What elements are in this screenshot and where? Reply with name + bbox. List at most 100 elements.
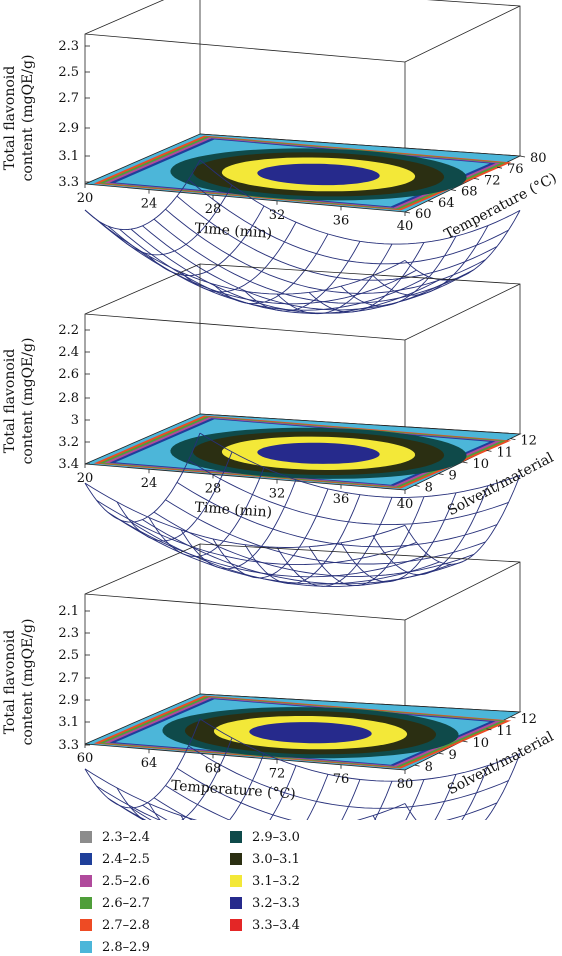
legend-label: 3.2–3.3: [252, 895, 300, 911]
surface-mesh-line: [340, 235, 457, 307]
z-axis-label: content (mgQE/g): [20, 619, 36, 746]
z-tick-label: 2.7: [58, 91, 79, 106]
z-tick-label: 2.4: [58, 345, 79, 360]
y-tick-label: 12: [520, 434, 537, 449]
z-tick-label: 3.1: [58, 715, 79, 730]
surface-mesh-line: [434, 774, 457, 820]
y-tick-mark: [438, 473, 444, 476]
surface-mesh-line: [165, 208, 486, 294]
y-tick-mark: [519, 155, 526, 158]
y-tick-label: 80: [530, 151, 547, 166]
surface-mesh-line: [276, 497, 393, 587]
legend-swatch: [230, 919, 242, 931]
surface-mesh-line: [107, 512, 429, 578]
z-tick-label: 3.1: [58, 149, 79, 164]
y-tick-label: 8: [425, 480, 433, 495]
box-top-edges: [84, 561, 521, 621]
surface-mesh-line: [84, 768, 406, 820]
surface-mesh-line: [188, 745, 509, 809]
z-tick-label: 2.2: [58, 323, 79, 338]
box-left-wall: [84, 543, 201, 744]
surface-mesh-line: [180, 765, 297, 820]
y-tick-mark: [486, 728, 492, 731]
surface-mesh-line: [153, 511, 475, 577]
y-tick-mark: [486, 449, 492, 452]
legend-item: 2.3–2.4: [80, 828, 150, 846]
legend-item: 2.7–2.8: [80, 916, 150, 934]
z-tick-label: 2.5: [58, 65, 79, 80]
x-tick-label: 60: [77, 751, 94, 766]
y-tick-label: 60: [415, 207, 432, 222]
contour-ring: [249, 722, 372, 744]
legend-label: 2.8–2.9: [102, 939, 150, 955]
z-tick-label: 2.3: [58, 626, 79, 641]
x-tick-label: 36: [333, 492, 350, 507]
x-tick-label: 36: [333, 213, 350, 228]
x-tick-label: 72: [269, 767, 286, 782]
legend-item: 3.2–3.3: [230, 894, 300, 912]
z-tick-label: 2.9: [58, 693, 79, 708]
z-tick-label: 2.8: [58, 391, 79, 406]
legend-swatch: [80, 919, 92, 931]
legend-label: 2.5–2.6: [102, 873, 150, 889]
surface-mesh-line: [142, 225, 463, 311]
legend-label: 2.4–2.5: [102, 851, 150, 867]
z-axis-label: content (mgQE/g): [20, 338, 36, 465]
surface-mesh-line: [404, 753, 521, 820]
legend-swatch: [80, 941, 92, 953]
y-tick-mark: [496, 166, 503, 169]
surface-mesh-line: [176, 195, 498, 281]
y-tick-label: 64: [438, 196, 455, 211]
legend-label: 2.3–2.4: [102, 829, 150, 845]
contour-ring: [257, 442, 380, 464]
surface-mesh-line: [199, 159, 521, 245]
legend-label: 2.6–2.7: [102, 895, 150, 911]
legend-item: 2.6–2.7: [80, 894, 150, 912]
x-tick-label: 24: [141, 197, 158, 212]
z-tick-label: 2.5: [58, 648, 79, 663]
z-tick-label: 3: [71, 413, 79, 428]
x-tick-label: 80: [397, 777, 414, 792]
surface-mesh-line: [130, 807, 152, 820]
surface-mesh-line: [340, 492, 457, 583]
box-back-wall: [199, 263, 521, 435]
surface-mesh-line: [404, 210, 521, 281]
x-tick-label: 76: [333, 772, 350, 787]
y-tick-mark: [404, 211, 411, 214]
legend-item: 2.5–2.6: [80, 872, 150, 890]
x-tick-label: 32: [269, 487, 286, 502]
surface-mesh-line: [372, 485, 489, 576]
surface-mesh-line: [199, 432, 521, 498]
y-tick-mark: [462, 461, 468, 464]
legend-label: 3.3–3.4: [252, 917, 300, 933]
y-tick-label: 10: [473, 736, 490, 751]
surface-mesh-line: [372, 225, 489, 296]
z-tick-label: 2.9: [58, 121, 79, 136]
y-tick-mark: [510, 716, 516, 719]
surface-mesh-line: [188, 179, 509, 265]
surface-mesh-line: [84, 209, 406, 295]
y-tick-mark: [510, 438, 516, 441]
legend-swatch: [230, 897, 242, 909]
x-tick-label: 20: [77, 191, 94, 206]
surface-mesh-line: [142, 519, 463, 585]
y-tick-label: 11: [496, 724, 513, 739]
legend-item: 2.9–3.0: [230, 828, 300, 846]
legend-swatch: [230, 875, 242, 887]
y-tick-mark: [450, 189, 457, 191]
x-axis-label: Time (min): [194, 220, 272, 241]
y-tick-label: 9: [449, 748, 457, 763]
z-tick-label: 2.7: [58, 671, 79, 686]
z-tick-label: 2.6: [58, 367, 79, 382]
legend-swatch: [80, 831, 92, 843]
legend-swatch: [80, 853, 92, 865]
z-axis-label: Total flavonoid: [2, 66, 18, 171]
y-tick-label: 9: [449, 469, 457, 484]
legend-item: 3.0–3.1: [230, 850, 300, 868]
z-tick-label: 3.2: [58, 435, 79, 450]
surface-mesh-line: [176, 767, 498, 820]
surface-mesh-line: [244, 241, 361, 312]
legend-swatch: [230, 853, 242, 865]
